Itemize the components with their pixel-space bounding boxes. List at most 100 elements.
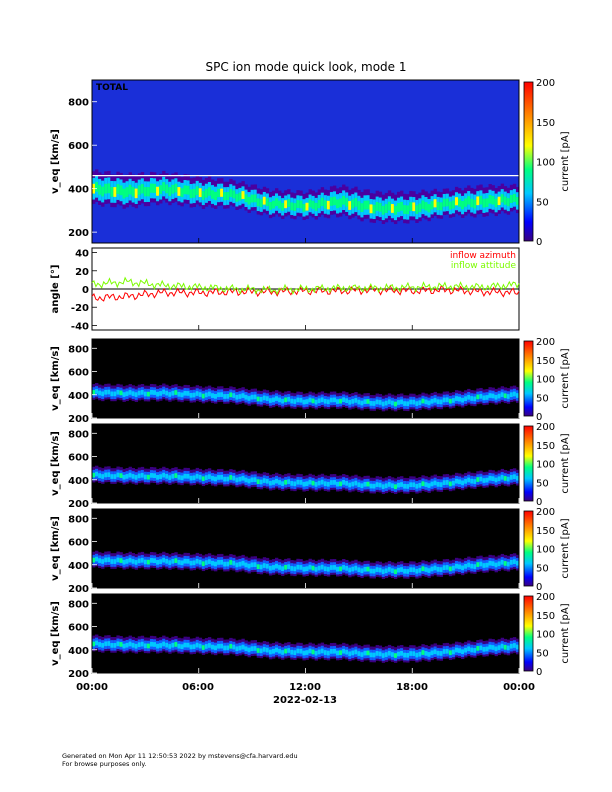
- heatmap-core-4-55: [259, 564, 264, 570]
- heatmap-core-2-56: [262, 395, 267, 401]
- heatmap-core-2-78: [329, 397, 334, 403]
- heatmap-core-0-30: [183, 185, 187, 195]
- heatmap-core-4-134: [500, 559, 505, 565]
- heatmap-core-0-26: [171, 184, 175, 194]
- heatmap-core-5-33: [192, 644, 196, 649]
- heatmap-core-5-93: [375, 651, 379, 656]
- heatmap-core-3-37: [204, 475, 209, 480]
- heatmap-core-0-60: [275, 198, 279, 207]
- heatmap-core-2-41: [217, 392, 221, 398]
- colorbar-tick-0-4: 200: [536, 78, 555, 89]
- heatmap-core-5-61: [278, 648, 282, 654]
- heatmap-core-4-36: [201, 561, 206, 567]
- heatmap-core-0-77: [326, 200, 331, 210]
- heatmap-core-3-88: [360, 483, 364, 489]
- heatmap-core-3-125: [473, 479, 477, 484]
- heatmap-core-4-64: [287, 564, 291, 569]
- heatmap-core-0-74: [317, 199, 322, 209]
- colorbar-tick-3-4: 200: [536, 422, 555, 433]
- heatmap-core-4-23: [162, 557, 166, 563]
- heatmap-core-2-108: [421, 398, 425, 404]
- heatmap-core-5-12: [128, 641, 132, 647]
- heatmap-core-5-116: [445, 648, 450, 654]
- heatmap-core-2-132: [494, 394, 498, 400]
- heatmap-core-0-44: [226, 191, 230, 200]
- heatmap-core-3-130: [488, 475, 492, 481]
- heatmap-core-4-89: [363, 566, 367, 572]
- heatmap-core-0-1: [95, 181, 99, 192]
- heatmap-core-5-122: [464, 647, 468, 653]
- heatmap-core-5-124: [470, 647, 474, 653]
- heatmap-core-5-87: [357, 651, 361, 656]
- heatmap-core-4-71: [308, 564, 312, 570]
- y-axis-label-3: v_eq [km/s]: [50, 431, 61, 496]
- heatmap-core-0-57: [265, 198, 270, 207]
- heatmap-core-4-75: [320, 564, 325, 570]
- heatmap-core-3-60: [275, 478, 279, 484]
- heatmap-core-0-78: [329, 197, 334, 206]
- heatmap-core-0-40: [214, 191, 218, 201]
- heatmap-core-5-118: [451, 649, 456, 655]
- heatmap-core-2-27: [174, 390, 178, 395]
- heatmap-core-3-16: [140, 472, 145, 478]
- colorbar-tick-3-2: 100: [536, 460, 555, 471]
- heatmap-core-4-16: [140, 557, 145, 563]
- heatmap-core-4-100: [397, 567, 401, 573]
- heatmap-core-0-19: [149, 183, 154, 193]
- heatmap-core-3-70: [305, 481, 309, 487]
- heatmap-core-0-132: [494, 198, 498, 208]
- heatmap-core-4-68: [299, 565, 303, 570]
- heatmap-core-3-11: [125, 474, 129, 479]
- heatmap-core-5-21: [156, 643, 160, 649]
- heatmap-core-3-21: [156, 474, 160, 480]
- heatmap-core-3-1: [95, 471, 99, 477]
- heatmap-core-0-68: [299, 200, 303, 209]
- heatmap-core-2-138: [512, 391, 517, 397]
- heatmap-core-5-32: [189, 644, 193, 650]
- heatmap-core-3-18: [146, 474, 151, 480]
- colorbar-tick-3-1: 50: [536, 478, 549, 489]
- heatmap-core-0-28: [177, 187, 181, 196]
- heatmap-core-5-62: [281, 650, 285, 655]
- heatmap-core-3-55: [259, 479, 264, 485]
- heatmap-core-3-17: [143, 474, 148, 480]
- heatmap-core-3-66: [293, 481, 297, 487]
- heatmap-core-3-103: [406, 484, 410, 489]
- heatmap-core-0-42: [220, 188, 224, 197]
- heatmap-core-5-57: [265, 647, 270, 653]
- footer-generated-line: Generated on Mon Apr 11 12:50:53 2022 by…: [62, 752, 298, 760]
- x-tick-label-0: 00:00: [76, 682, 108, 693]
- panel-label-0: TOTAL: [96, 83, 128, 93]
- heatmap-core-4-57: [265, 563, 270, 569]
- heatmap-core-5-121: [461, 649, 465, 655]
- heatmap-core-3-84: [348, 482, 352, 488]
- heatmap-core-4-52: [250, 562, 254, 568]
- heatmap-core-4-46: [232, 560, 236, 566]
- heatmap-core-3-90: [366, 481, 370, 487]
- x-date-label: 2022-02-13: [273, 695, 337, 706]
- heatmap-core-0-43: [223, 192, 227, 201]
- heatmap-core-2-49: [241, 393, 245, 398]
- heatmap-core-2-83: [345, 398, 349, 403]
- heatmap-core-4-33: [192, 560, 196, 566]
- heatmap-core-2-103: [406, 401, 410, 407]
- heatmap-core-3-94: [378, 482, 383, 488]
- heatmap-core-3-111: [430, 481, 434, 487]
- heatmap-core-4-63: [284, 564, 288, 570]
- heatmap-core-2-57: [265, 396, 270, 401]
- heatmap-core-5-39: [210, 644, 215, 650]
- heatmap-core-5-37: [204, 644, 209, 649]
- heatmap-core-0-33: [192, 188, 196, 198]
- heatmap-core-5-5: [107, 641, 111, 646]
- heatmap-core-0-120: [458, 198, 462, 207]
- heatmap-core-3-68: [299, 480, 303, 485]
- heatmap-core-4-54: [256, 564, 261, 570]
- heatmap-core-3-135: [503, 476, 508, 481]
- heatmap-core-2-68: [299, 397, 303, 403]
- heatmap-core-0-92: [372, 204, 376, 214]
- heatmap-core-3-4: [104, 472, 108, 478]
- y-tick-label-4-3: 800: [68, 514, 89, 525]
- heatmap-core-2-80: [336, 399, 340, 404]
- heatmap-core-4-31: [186, 558, 190, 564]
- heatmap-core-2-32: [189, 392, 193, 398]
